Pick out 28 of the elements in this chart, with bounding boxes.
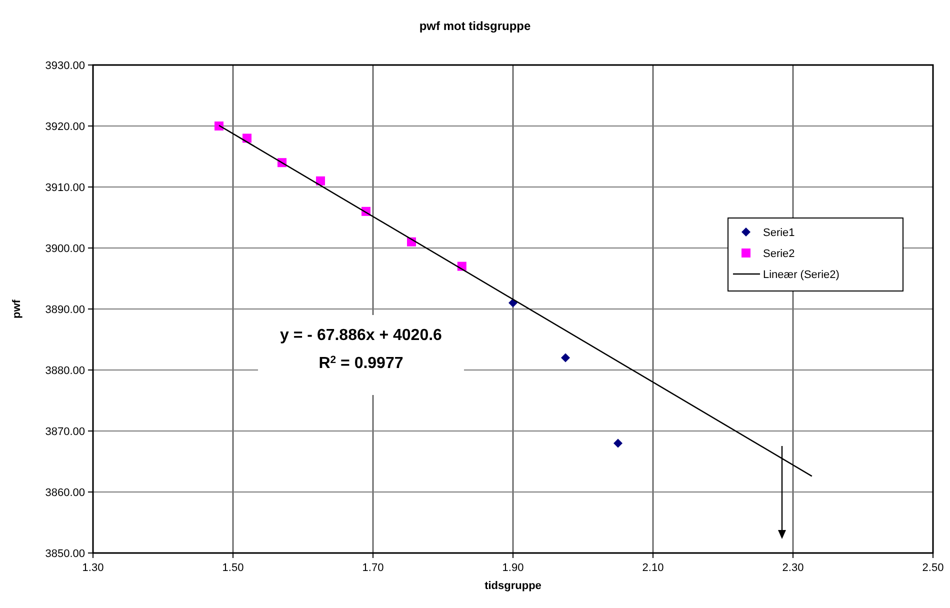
x-tick-label: 1.70	[362, 562, 384, 574]
point	[214, 122, 224, 130]
legend-label: Serie1	[763, 227, 795, 239]
y-axis-title: pwf	[11, 299, 23, 318]
y-tick-label: 3910.00	[45, 182, 85, 194]
x-tick-label: 1.30	[82, 562, 104, 574]
point	[316, 176, 325, 186]
legend-label: Serie2	[763, 248, 795, 260]
legend-label: Lineær (Serie2)	[763, 269, 840, 281]
y-tick-label: 3880.00	[45, 365, 85, 377]
x-tick-label: 2.50	[922, 562, 944, 574]
chart-title: pwf mot tidsgruppe	[419, 19, 531, 33]
y-tick-label: 3920.00	[45, 121, 85, 133]
y-tick-label: 3850.00	[45, 548, 85, 560]
y-tick-label: 3900.00	[45, 243, 85, 255]
point	[561, 353, 570, 362]
annotation: y = - 67.886x + 4020.6	[280, 327, 442, 344]
y-tick-label: 3930.00	[45, 60, 85, 72]
x-tick-label: 1.50	[222, 562, 244, 574]
y-tick-label: 3890.00	[45, 304, 85, 316]
x-tick-label: 2.10	[642, 562, 664, 574]
y-tick-label: 3870.00	[45, 426, 85, 438]
x-axis-title: tidsgruppe	[484, 580, 542, 592]
point	[614, 438, 622, 448]
x-tick-label: 2.30	[782, 562, 804, 574]
annotation: R$^{2}$ = 0.9977	[318, 354, 404, 372]
y-tick-label: 3860.00	[45, 487, 85, 499]
x-tick-label: 1.90	[502, 562, 524, 574]
